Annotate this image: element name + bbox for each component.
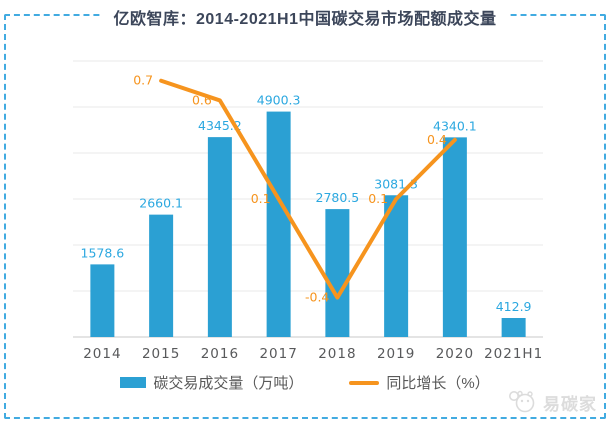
bar-value-label-2020: 4340.1 [433,118,477,133]
bar-2019 [384,195,409,337]
line-value-label-2018: -0.4 [305,290,329,305]
bar-series-swatch-icon [120,377,147,388]
bar-2017 [266,111,291,337]
line-value-label-2017: 0.1 [251,191,271,206]
x-axis-label-2018: 2018 [318,346,356,362]
bar-2015 [149,214,174,337]
watermark-text: 易碳家 [543,394,597,414]
line-value-label-2016: 0.6 [192,92,212,107]
line-value-label-2015: 0.7 [133,73,153,88]
chart-title-text: 亿欧智库：2014-2021H1中国碳交易市场配额成交量 [101,9,509,31]
legend: 碳交易成交量（万吨） 同比增长（%） [0,372,610,393]
x-axis-label-2014: 2014 [83,346,121,362]
line-value-label-2020: 0.4 [427,132,447,147]
legend-label-volume: 碳交易成交量（万吨） [153,375,304,392]
bar-2018 [325,209,350,337]
panda-icon [509,390,535,413]
watermark: 易碳家 [508,389,597,415]
bar-value-label-2015: 2660.1 [139,196,183,211]
x-axis-label-2021H1: 2021H1 [484,346,543,362]
x-axis-label-2016: 2016 [201,346,239,362]
bar-value-label-2014: 1578.6 [81,245,125,260]
legend-item-growth: 同比增长（%） [349,372,490,393]
x-axis-label-2015: 2015 [142,346,180,362]
bar-2020 [442,137,467,337]
bar-value-label-2021H1: 412.9 [496,299,532,314]
bar-value-label-2018: 2780.5 [316,190,360,205]
bar-value-label-2017: 4900.3 [257,93,301,108]
legend-item-volume: 碳交易成交量（万吨） [120,372,303,393]
growth-line [159,78,457,300]
line-value-label-2019: 0.1 [368,191,388,206]
bar-2021H1 [501,318,526,337]
chart-title: 亿欧智库：2014-2021H1中国碳交易市场配额成交量 [0,9,610,31]
x-axis-label-2017: 2017 [259,346,297,362]
bar-2016 [207,137,232,337]
line-series-swatch-icon [349,380,380,385]
legend-label-growth: 同比增长（%） [386,375,490,392]
x-axis-label-2019: 2019 [377,346,415,362]
bar-2014 [90,264,115,337]
x-axis-label-2020: 2020 [436,346,474,362]
